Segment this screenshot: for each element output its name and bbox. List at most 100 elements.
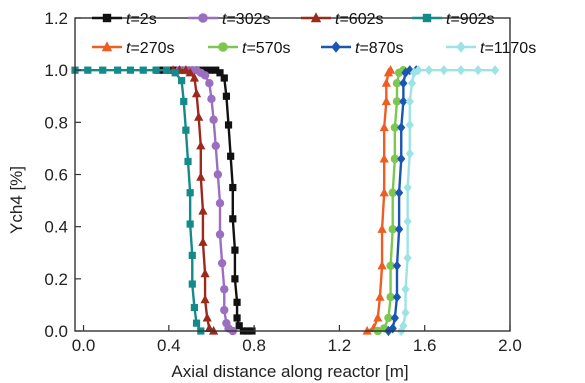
data-point <box>222 92 230 100</box>
data-point <box>407 78 417 89</box>
data-point <box>375 291 385 301</box>
data-point <box>185 67 195 77</box>
data-point <box>209 115 218 124</box>
data-point <box>390 154 400 164</box>
legend-label-value: =870s <box>359 40 403 57</box>
legend-marker <box>331 41 341 53</box>
y-tick-label: 0.4 <box>44 218 68 237</box>
legend-label-variable: t <box>222 11 227 28</box>
legend-label: t=2s <box>126 11 157 28</box>
data-point <box>386 292 395 302</box>
data-point <box>379 122 389 132</box>
data-point <box>399 78 408 89</box>
plot-frame <box>74 17 511 332</box>
x-tick-label: 0.8 <box>242 336 266 355</box>
legend-marker <box>310 12 322 23</box>
y-tick-label: 1.2 <box>44 9 68 28</box>
data-point <box>171 69 179 77</box>
y-tick-label: 1.0 <box>44 61 68 80</box>
data-point <box>196 172 206 181</box>
data-point <box>84 66 92 74</box>
data-point <box>399 96 408 107</box>
legend-marker <box>198 13 208 23</box>
data-point <box>184 157 192 166</box>
data-point <box>163 66 171 74</box>
legend-label-value: =902s <box>450 11 494 28</box>
legend-marker <box>456 41 466 53</box>
data-point <box>379 153 389 163</box>
legend-item: t=2s <box>92 11 157 28</box>
data-point <box>384 313 393 323</box>
series-t-1170s <box>397 65 500 337</box>
data-point <box>114 66 122 74</box>
data-point <box>401 284 410 295</box>
data-point <box>178 77 186 85</box>
x-axis-label: Axial distance along reactor [m] <box>171 362 408 381</box>
legend-label-value: =2s <box>130 11 156 28</box>
legend-marker <box>422 13 432 23</box>
data-point <box>473 65 483 76</box>
legend-label: t=270s <box>126 40 175 57</box>
legend-label-value: =602s <box>339 11 383 28</box>
legend-label-variable: t <box>446 11 451 28</box>
data-point <box>414 65 423 76</box>
series-line <box>366 69 392 333</box>
legend-label: t=870s <box>355 40 404 57</box>
data-point <box>224 121 233 129</box>
data-point <box>207 94 216 104</box>
data-point <box>392 79 402 88</box>
data-point <box>456 65 466 76</box>
legend-label: t=602s <box>335 11 384 28</box>
data-point <box>381 96 391 106</box>
x-tick-label: 2.0 <box>498 336 522 355</box>
data-point <box>192 319 201 327</box>
legend-item: t=302s <box>188 11 271 28</box>
series-t-602s <box>168 65 219 335</box>
data-point <box>388 225 397 234</box>
data-point <box>377 224 387 233</box>
data-point <box>379 187 389 197</box>
data-point <box>231 275 239 283</box>
data-point <box>200 294 210 304</box>
data-point <box>229 215 237 223</box>
data-point <box>220 305 229 315</box>
legend-item: t=870s <box>321 40 404 57</box>
data-point <box>373 312 383 322</box>
legend-marker <box>218 42 228 52</box>
data-point <box>180 97 188 106</box>
data-point <box>233 314 241 322</box>
y-tick-label: 0.0 <box>44 322 68 341</box>
data-point <box>220 74 228 82</box>
data-point <box>392 291 402 303</box>
data-point <box>388 188 397 197</box>
legend-label-value: =1170s <box>484 40 536 57</box>
data-point <box>231 246 239 254</box>
legend-label-variable: t <box>355 40 360 57</box>
data-point <box>205 66 213 74</box>
data-point <box>403 182 412 193</box>
data-point <box>403 216 412 227</box>
data-point <box>401 307 410 318</box>
legend-label: t=1170s <box>480 40 536 57</box>
y-tick-label: 0.2 <box>44 270 68 289</box>
data-point <box>385 65 396 74</box>
data-point <box>213 170 223 179</box>
data-point <box>186 189 194 197</box>
legend-label-variable: t <box>480 40 485 57</box>
data-point <box>139 66 147 74</box>
data-point <box>200 71 210 80</box>
data-point <box>200 268 210 278</box>
legend-label-value: =570s <box>246 40 290 57</box>
legend-label-variable: t <box>126 11 131 28</box>
data-point <box>186 220 194 228</box>
data-point <box>212 66 220 74</box>
data-point <box>190 303 199 312</box>
data-point <box>405 119 414 131</box>
series-line <box>75 68 202 332</box>
data-point <box>211 141 220 151</box>
series-t-902s <box>71 66 205 335</box>
data-point <box>386 261 395 270</box>
data-point <box>182 126 190 134</box>
data-point <box>399 320 408 331</box>
